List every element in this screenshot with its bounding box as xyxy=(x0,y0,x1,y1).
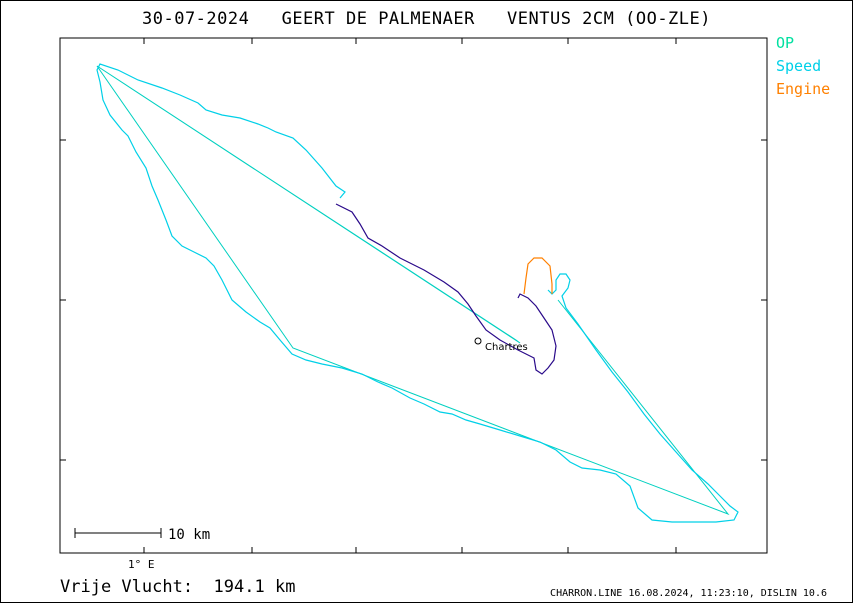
climb-track xyxy=(335,203,557,375)
engine-track xyxy=(523,257,553,295)
flight-title: 30-07-2024 GEERT DE PALMENAER VENTUS 2CM… xyxy=(0,9,853,29)
flight-track xyxy=(96,63,739,523)
legend-op: OP xyxy=(776,34,795,52)
scale-bar xyxy=(74,528,162,538)
distance-summary: Vrije Vlucht: 194.1 km xyxy=(60,577,295,597)
pilot-name: GEERT DE PALMENAER xyxy=(281,9,475,29)
distance-value: 194.1 km xyxy=(213,577,296,597)
waypoint-label: Chartres xyxy=(485,342,528,353)
x-ticks xyxy=(143,38,677,553)
flight-date: 30-07-2024 xyxy=(142,9,250,29)
distance-label: Vrije Vlucht: xyxy=(60,577,194,597)
legend-engine: Engine xyxy=(776,80,831,98)
waypoint-marker xyxy=(474,337,482,345)
x-tick-label: 1° E xyxy=(128,558,155,571)
task-line xyxy=(96,65,730,516)
glider-name: VENTUS 2CM (OO-ZLE) xyxy=(507,9,711,29)
legend-speed: Speed xyxy=(776,57,822,75)
footer-info: CHARRON.LINE 16.08.2024, 11:23:10, DISLI… xyxy=(550,588,827,599)
map-frame xyxy=(59,37,768,554)
y-ticks xyxy=(60,139,767,461)
scale-label: 10 km xyxy=(168,527,210,543)
